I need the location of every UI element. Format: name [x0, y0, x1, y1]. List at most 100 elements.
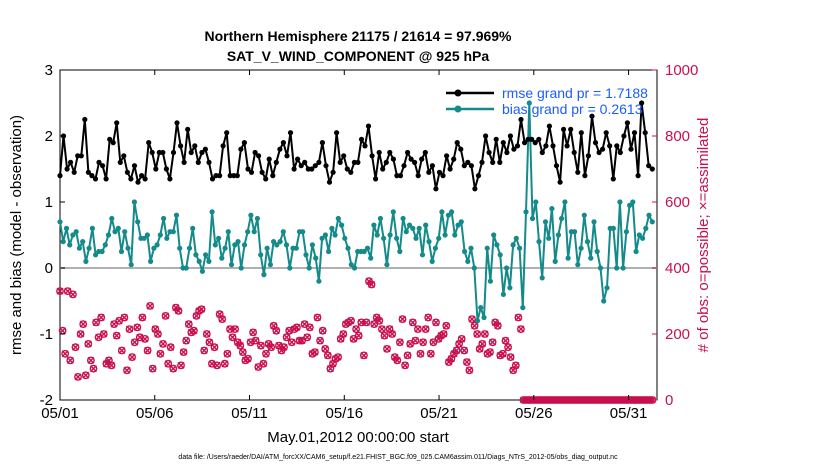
obs-marker-circle — [280, 343, 288, 352]
bias-point — [245, 229, 251, 235]
rmse-point — [75, 153, 81, 159]
obs-marker-cross — [362, 318, 370, 326]
legend-label-bias: bias grand pr = 0.2613 — [502, 101, 643, 117]
bias-point — [529, 215, 536, 222]
rmse-point — [312, 163, 318, 169]
bias-point — [400, 215, 406, 222]
obs-marker-cross — [79, 320, 87, 328]
rmse-point — [89, 173, 95, 179]
obs-marker-circle — [395, 338, 404, 347]
bias-point — [429, 258, 435, 264]
obs-marker-cross — [424, 314, 432, 321]
obs-marker — [318, 326, 327, 335]
obs-marker-cross — [368, 281, 376, 288]
bias-point — [478, 305, 484, 311]
obs-marker-circle — [56, 287, 64, 295]
obs-marker-circle — [97, 313, 106, 322]
obs-marker-circle — [473, 330, 482, 338]
obs-marker-circle — [380, 331, 389, 340]
bias-point — [381, 235, 387, 241]
rmse-point — [167, 176, 173, 182]
obs-marker-cross — [221, 360, 229, 368]
obs-marker-circle — [367, 280, 376, 289]
rmse-point — [277, 146, 283, 152]
rmse-point — [635, 173, 641, 179]
obs-marker — [375, 316, 384, 325]
obs-marker-cross — [398, 315, 406, 323]
obs-marker-circle — [200, 346, 209, 355]
obs-marker-cross — [453, 347, 461, 354]
obs-marker — [107, 361, 116, 370]
obs-marker-circle — [347, 316, 355, 325]
obs-marker-cross — [512, 361, 520, 369]
rmse-point — [227, 173, 233, 179]
bias-point — [591, 219, 597, 225]
obs-marker — [280, 343, 288, 352]
obs-marker-cross — [321, 345, 329, 353]
bias-point — [510, 242, 516, 248]
obs-marker — [462, 358, 471, 366]
obs-marker-circle — [419, 338, 427, 347]
obs-marker-circle — [153, 330, 162, 338]
obs-marker-circle — [478, 339, 487, 348]
bias-point — [83, 258, 89, 264]
rmse-point — [224, 130, 230, 136]
bias-point — [238, 265, 244, 271]
obs-marker — [256, 341, 265, 350]
bias-point — [394, 235, 400, 241]
obs-marker-cross — [319, 327, 327, 335]
bias-point — [487, 278, 493, 284]
obs-marker-circle — [107, 361, 116, 370]
obs-marker-circle — [177, 361, 185, 370]
obs-marker-cross — [211, 343, 218, 351]
bias-point — [361, 248, 367, 255]
bias-point — [86, 245, 92, 251]
obs-marker-cross — [89, 365, 97, 373]
obs-marker-cross — [504, 343, 512, 351]
bias-point — [623, 229, 630, 235]
obs-marker-circle — [61, 349, 70, 358]
obs-marker-cross — [460, 347, 468, 354]
bias-point — [455, 222, 461, 228]
obs-marker-circle — [130, 338, 139, 347]
obs-marker — [383, 344, 391, 353]
bias-point — [494, 242, 500, 248]
bias-point — [465, 258, 471, 264]
bias-point — [416, 225, 422, 231]
bias-point — [517, 245, 523, 251]
bias-point — [481, 314, 487, 321]
rmse-point — [217, 173, 223, 179]
obs-marker-circle — [112, 331, 121, 340]
bias-point — [542, 219, 549, 225]
obs-marker — [287, 338, 296, 347]
rmse-point — [82, 116, 88, 123]
rmse-point — [188, 149, 194, 156]
obs-marker — [133, 323, 142, 332]
rmse-point — [174, 120, 180, 126]
y-right-tick-label: 600 — [665, 194, 690, 211]
rmse-point — [358, 136, 365, 142]
rmse-point — [578, 130, 584, 136]
obs-marker-cross — [156, 350, 164, 358]
bias-point — [588, 255, 594, 261]
bias-point — [449, 209, 455, 215]
bias-point — [368, 255, 374, 261]
bias-point — [115, 225, 121, 231]
rmse-point — [390, 156, 396, 162]
obs-marker-circle — [123, 366, 131, 375]
rmse-point — [514, 143, 521, 149]
obs-marker — [395, 338, 404, 347]
rmse-point — [287, 130, 294, 136]
obs-marker — [323, 351, 332, 360]
rmse-point — [298, 163, 304, 169]
bias-point — [387, 232, 393, 238]
rmse-point — [405, 149, 411, 156]
obs-marker — [177, 361, 185, 370]
obs-marker-cross — [440, 330, 448, 338]
obs-marker — [164, 359, 173, 368]
obs-marker — [89, 364, 98, 373]
obs-marker-circle — [159, 339, 167, 348]
bias-point — [203, 252, 209, 258]
obs-markers — [56, 277, 657, 404]
